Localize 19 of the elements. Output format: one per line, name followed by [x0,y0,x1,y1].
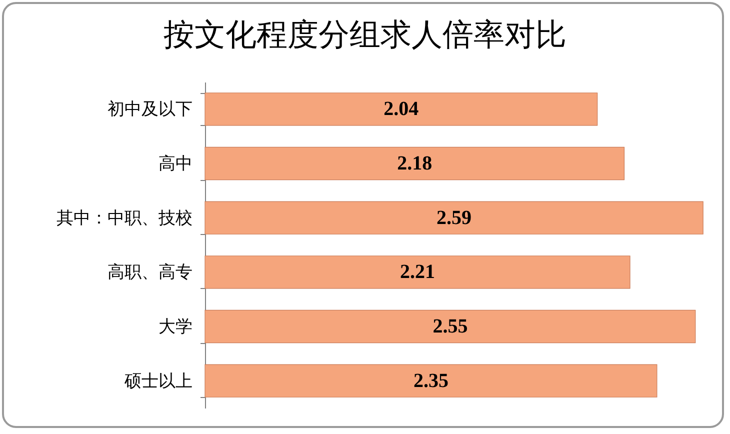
data-label: 2.21 [400,261,435,284]
bar [204,201,704,234]
y-tick-label: 大学 [158,317,192,336]
data-label: 2.59 [436,206,472,229]
bar [204,92,598,126]
bar [204,146,625,180]
bar [204,256,630,289]
data-label: 2.04 [384,98,419,120]
data-label: 2.55 [432,316,468,338]
data-label: 2.18 [397,152,432,174]
y-tick-label: 高中 [158,154,192,173]
bar [204,310,696,344]
data-label: 2.35 [413,370,448,392]
y-tick-label: 其中：中职、技校 [56,208,192,228]
y-tick-label: 高职、高专 [108,262,192,282]
y-tick-label: 硕士以上 [124,371,192,390]
y-tick-label: 初中及以下 [108,100,192,119]
chart-title: 按文化程度分组求人倍率对比 [162,16,568,54]
bar [204,364,658,398]
